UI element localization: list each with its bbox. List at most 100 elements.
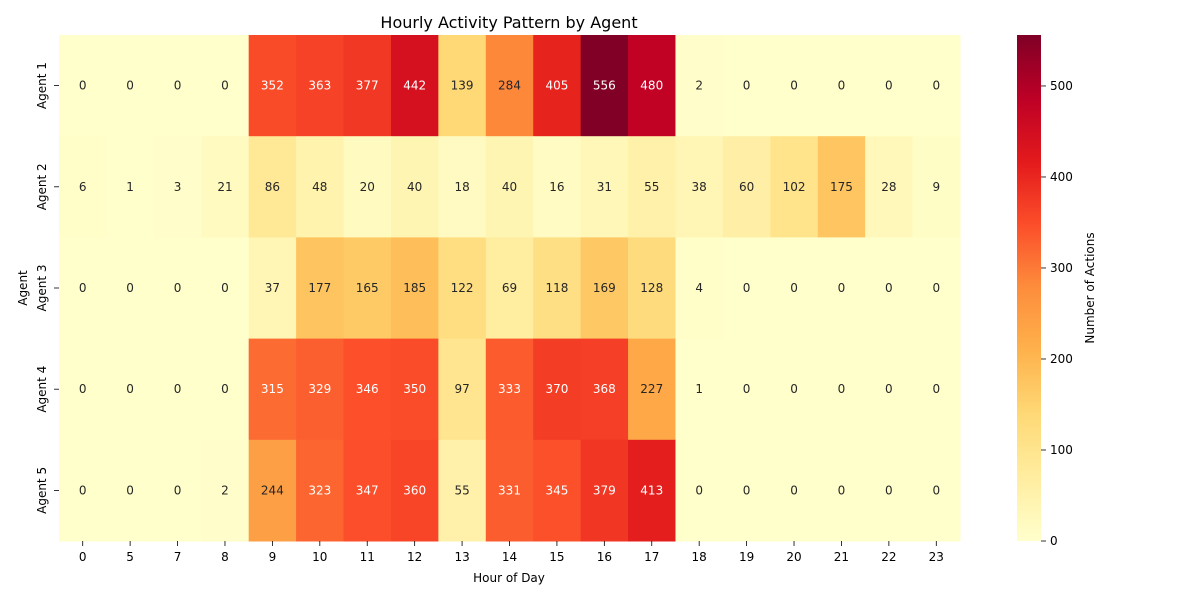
heatmap-cell — [248, 439, 297, 542]
cell-value-label: 0 — [743, 483, 751, 497]
x-tick-label: 12 — [407, 550, 422, 564]
heatmap-cell — [865, 136, 914, 238]
cell-value-label: 284 — [498, 79, 521, 93]
heatmap-cell — [675, 35, 724, 137]
heatmap-cell — [343, 237, 392, 340]
cell-value-label: 227 — [640, 382, 663, 396]
heatmap-cell — [485, 136, 534, 238]
cell-value-label: 0 — [885, 79, 893, 93]
heatmap-cell — [59, 237, 107, 340]
cell-value-label: 442 — [403, 79, 426, 93]
cell-value-label: 69 — [502, 281, 517, 295]
heatmap-cell — [438, 136, 487, 238]
heatmap-cell — [296, 35, 345, 137]
heatmap-cell — [580, 237, 629, 340]
x-axis-ticks: 0 5 7 8 9 10 11 12 13 14 15 16 17 18 19 20 21 22 23 — [79, 541, 944, 564]
cell-value-label: 0 — [838, 382, 846, 396]
heatmap-cell — [675, 136, 724, 238]
heatmap-cell — [438, 338, 487, 441]
cell-value-label: 0 — [174, 483, 182, 497]
heatmap-cell — [533, 136, 582, 238]
y-axis-ticks: Agent 1 Agent 2 Agent 3 Agent 4 Agent 5 — [35, 62, 59, 514]
x-tick-label: 19 — [739, 550, 754, 564]
cell-value-label: 1 — [126, 180, 134, 194]
x-axis-label: Hour of Day — [473, 571, 545, 585]
heatmap-cell — [343, 35, 392, 137]
heatmap-cell — [722, 439, 771, 542]
heatmap-cell — [865, 237, 914, 340]
cell-value-label: 347 — [356, 483, 379, 497]
heatmap-cell — [912, 35, 961, 137]
cell-value-label: 556 — [593, 79, 616, 93]
heatmap-cell — [485, 439, 534, 542]
cell-value-label: 18 — [454, 180, 469, 194]
cell-value-label: 331 — [498, 483, 521, 497]
cell-value-label: 345 — [545, 483, 568, 497]
heatmap-cell — [248, 136, 297, 238]
cell-value-label: 350 — [403, 382, 426, 396]
heatmap-cell — [533, 237, 582, 340]
heatmap-cell — [865, 35, 914, 137]
heatmap-cell — [390, 338, 439, 441]
heatmap-cell — [343, 136, 392, 238]
cell-value-label: 40 — [502, 180, 517, 194]
heatmap-cell — [248, 237, 297, 340]
heatmap-cell — [153, 439, 202, 542]
heatmap-cell — [153, 35, 202, 137]
heatmap-cell — [770, 35, 819, 137]
heatmap-cell — [201, 237, 250, 340]
heatmap-cell — [485, 338, 534, 441]
heatmap-cell — [106, 237, 155, 340]
cell-value-label: 413 — [640, 483, 663, 497]
colorbar-tick-label: 100 — [1050, 443, 1073, 457]
cell-value-label: 480 — [640, 79, 663, 93]
cell-value-label: 31 — [597, 180, 612, 194]
cell-value-label: 0 — [79, 382, 87, 396]
y-tick-label: Agent 1 — [35, 62, 49, 109]
y-tick-label: Agent 5 — [35, 467, 49, 514]
x-tick-label: 5 — [126, 550, 134, 564]
heatmap-cell — [675, 338, 724, 441]
heatmap-cell — [248, 338, 297, 441]
heatmap-cell — [580, 35, 629, 137]
heatmap-cell — [865, 338, 914, 441]
colorbar-tick-label: 0 — [1050, 534, 1058, 548]
cell-value-label: 360 — [403, 483, 426, 497]
cell-value-label: 3 — [174, 180, 182, 194]
heatmap-cell — [770, 439, 819, 542]
heatmap-cell — [580, 136, 629, 238]
heatmap-cell — [912, 136, 961, 238]
x-tick-label: 20 — [786, 550, 801, 564]
cell-value-label: 37 — [265, 281, 280, 295]
heatmap-cell — [390, 136, 439, 238]
cell-value-label: 0 — [174, 281, 182, 295]
heatmap-cell — [817, 237, 866, 340]
cell-value-label: 28 — [881, 180, 896, 194]
heatmap-cell — [390, 439, 439, 542]
cell-value-label: 0 — [174, 382, 182, 396]
heatmap-cell — [296, 338, 345, 441]
heatmap-cell — [770, 338, 819, 441]
cell-value-label: 0 — [79, 281, 87, 295]
cell-value-label: 177 — [308, 281, 331, 295]
cell-value-label: 0 — [743, 79, 751, 93]
x-tick-label: 16 — [597, 550, 612, 564]
y-axis-label: Agent — [16, 270, 30, 306]
heatmap-cell — [817, 338, 866, 441]
heatmap-cell — [722, 35, 771, 137]
heatmap-cell — [201, 35, 250, 137]
x-tick-label: 0 — [79, 550, 87, 564]
cell-value-label: 244 — [261, 483, 284, 497]
cell-value-label: 2 — [221, 483, 229, 497]
heatmap-cell — [296, 136, 345, 238]
x-tick-label: 8 — [221, 550, 229, 564]
cell-value-label: 329 — [308, 382, 331, 396]
heatmap-cell — [390, 237, 439, 340]
cell-value-label: 0 — [838, 79, 846, 93]
colorbar-tick-label: 500 — [1050, 79, 1073, 93]
heatmap-cell — [106, 439, 155, 542]
heatmap-cell — [106, 35, 155, 137]
cell-value-label: 0 — [126, 483, 134, 497]
heatmap-cell — [865, 439, 914, 542]
cell-value-label: 118 — [545, 281, 568, 295]
